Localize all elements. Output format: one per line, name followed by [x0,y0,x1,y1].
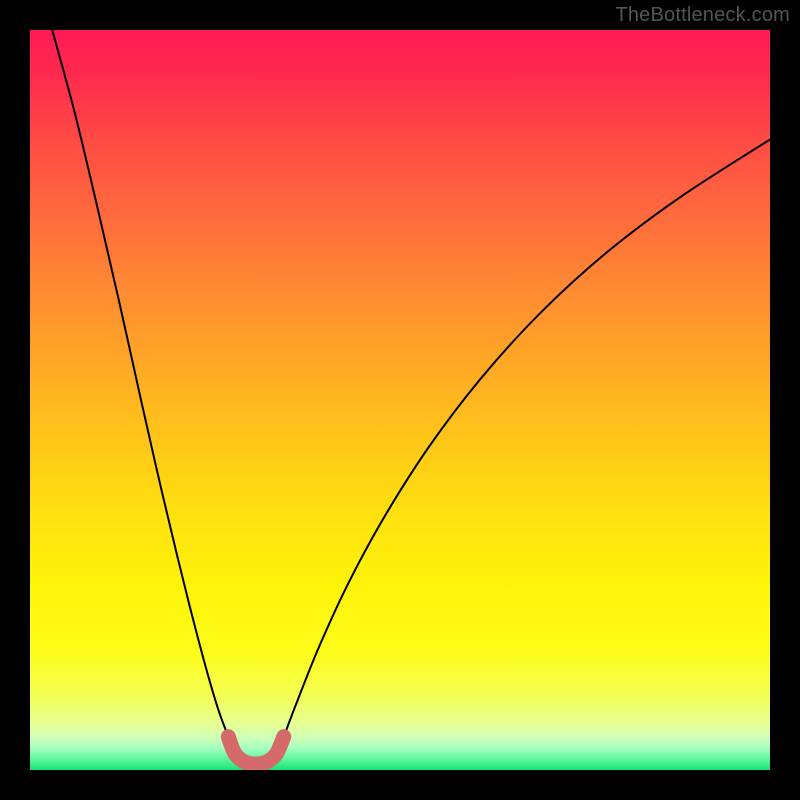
curve-valley-highlight [228,737,284,764]
plot-area [30,30,770,770]
curve-left-branch [52,30,228,737]
curve-right-branch [284,140,770,737]
bottleneck-curve [30,30,770,770]
watermark-text: TheBottleneck.com [615,4,790,27]
